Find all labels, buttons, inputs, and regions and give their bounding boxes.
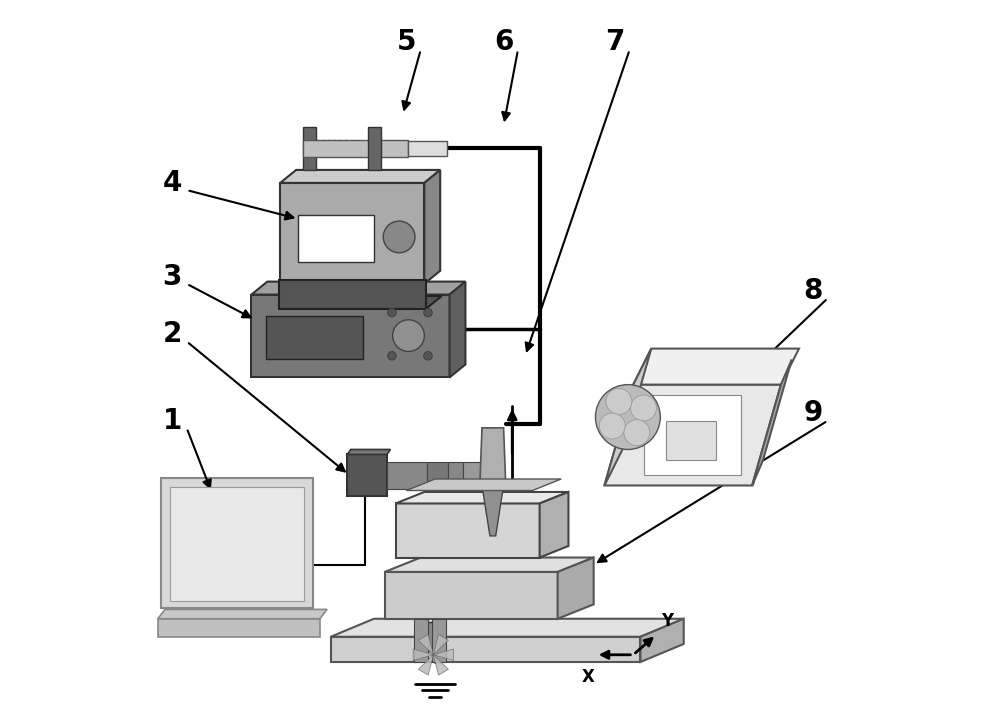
Polygon shape — [666, 420, 716, 460]
Polygon shape — [396, 492, 568, 504]
Polygon shape — [387, 462, 427, 489]
Text: z: z — [487, 465, 498, 484]
Polygon shape — [433, 655, 448, 675]
Polygon shape — [558, 558, 594, 619]
Polygon shape — [418, 635, 433, 655]
Polygon shape — [368, 127, 381, 170]
Polygon shape — [433, 635, 448, 655]
Circle shape — [388, 309, 396, 317]
Polygon shape — [414, 619, 428, 662]
Text: 2: 2 — [163, 320, 182, 348]
Polygon shape — [427, 462, 448, 489]
Polygon shape — [424, 622, 442, 651]
Polygon shape — [279, 280, 426, 309]
Circle shape — [631, 395, 656, 421]
Text: X: X — [582, 668, 595, 686]
Text: Y: Y — [661, 612, 673, 630]
Text: 1: 1 — [163, 407, 182, 435]
Polygon shape — [752, 359, 792, 486]
Polygon shape — [347, 454, 387, 497]
Polygon shape — [158, 619, 320, 637]
Polygon shape — [161, 478, 313, 608]
Polygon shape — [303, 127, 316, 170]
Text: 6: 6 — [494, 28, 513, 57]
Circle shape — [383, 221, 415, 253]
Polygon shape — [158, 609, 327, 619]
Polygon shape — [303, 139, 408, 157]
Polygon shape — [280, 183, 424, 284]
Polygon shape — [406, 479, 561, 491]
Polygon shape — [480, 428, 506, 486]
Polygon shape — [347, 449, 390, 454]
Text: 3: 3 — [163, 263, 182, 290]
Polygon shape — [385, 558, 594, 572]
Polygon shape — [640, 619, 684, 662]
Polygon shape — [463, 462, 491, 489]
Circle shape — [424, 351, 432, 360]
Text: 5: 5 — [397, 28, 416, 57]
Polygon shape — [633, 348, 799, 385]
Polygon shape — [604, 385, 781, 486]
Polygon shape — [604, 348, 651, 486]
Polygon shape — [540, 492, 568, 558]
Text: 7: 7 — [606, 28, 625, 57]
Circle shape — [606, 388, 632, 415]
Circle shape — [388, 351, 396, 360]
Polygon shape — [408, 141, 447, 155]
Polygon shape — [280, 170, 440, 183]
Polygon shape — [450, 282, 465, 378]
Circle shape — [595, 385, 660, 449]
Polygon shape — [170, 487, 304, 600]
Polygon shape — [266, 316, 363, 359]
Text: 9: 9 — [804, 399, 823, 428]
Polygon shape — [251, 282, 465, 295]
Polygon shape — [385, 572, 558, 619]
Polygon shape — [432, 619, 446, 662]
Circle shape — [624, 420, 650, 446]
Polygon shape — [331, 637, 640, 662]
Circle shape — [599, 413, 625, 439]
Polygon shape — [433, 649, 454, 661]
Polygon shape — [424, 170, 440, 284]
Polygon shape — [331, 619, 684, 637]
Circle shape — [424, 309, 432, 317]
Polygon shape — [396, 504, 540, 558]
Circle shape — [393, 319, 424, 351]
Text: 8: 8 — [804, 277, 823, 305]
Polygon shape — [413, 649, 433, 661]
Polygon shape — [448, 462, 463, 489]
Polygon shape — [279, 296, 442, 309]
Polygon shape — [644, 396, 741, 475]
Text: 4: 4 — [163, 169, 182, 197]
Polygon shape — [298, 216, 374, 262]
Polygon shape — [482, 486, 504, 536]
Polygon shape — [418, 655, 433, 675]
Polygon shape — [251, 295, 450, 378]
